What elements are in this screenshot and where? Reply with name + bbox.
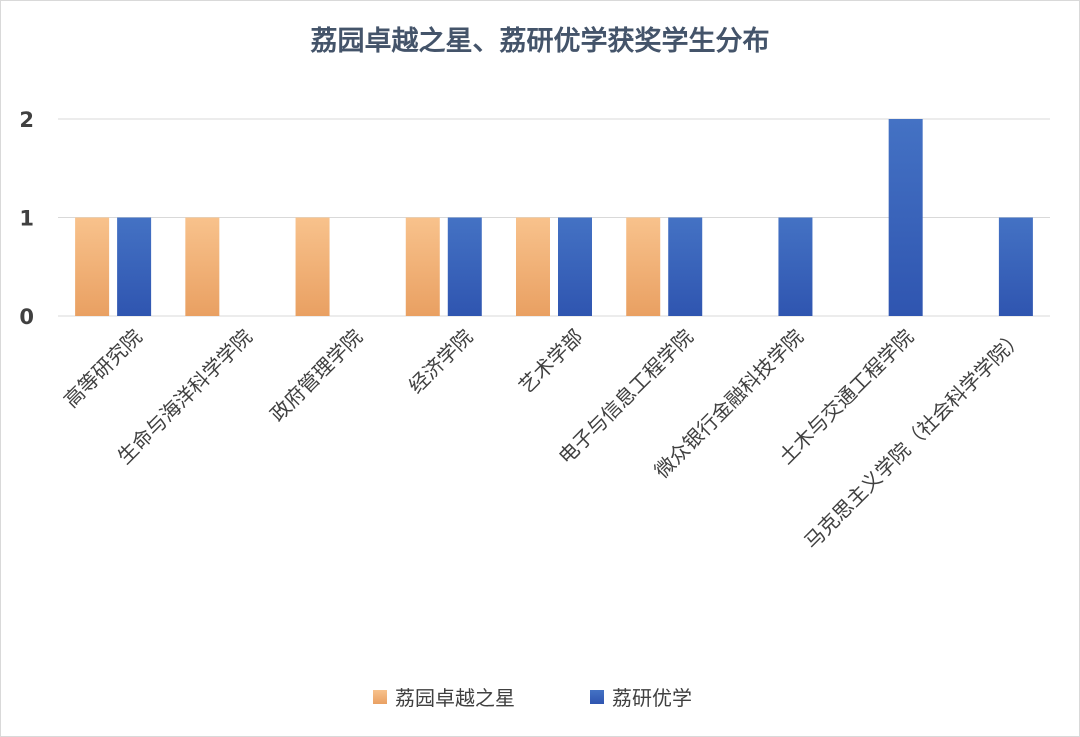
bar-excellence-6 [778,217,813,316]
bar-excellence-5 [668,217,703,316]
x-tick-label: 政府管理学院 [265,325,367,427]
y-axis-ticks: 0 1 2 [19,108,34,329]
x-tick-label: 高等研究院 [59,325,147,413]
bar-excellence-4 [558,217,592,316]
legend: 荔园卓越之星 荔研优学 [373,686,692,710]
x-tick-label: 马克思主义学院（社会科学学院） [799,325,1028,554]
x-tick-label: 艺术学部 [514,325,588,399]
y-tick-label: 0 [19,305,34,329]
bar-star-5 [626,217,661,316]
gridlines [58,118,1050,317]
legend-swatch [373,690,387,704]
legend-swatch [590,690,604,704]
legend-label: 荔园卓越之星 [395,686,515,710]
x-tick-label: 经济学院 [404,325,478,399]
chart-title: 荔园卓越之星、荔研优学获奖学生分布 [311,25,770,57]
bar-star-3 [405,217,440,316]
y-tick-label: 1 [19,207,34,231]
bar-excellence-3 [447,217,482,316]
y-tick-label: 2 [19,108,34,132]
bar-star-0 [75,217,110,316]
bar-star-4 [516,217,550,316]
bars [75,119,1033,316]
bar-excellence-0 [117,217,152,316]
bar-excellence-8 [998,217,1033,316]
legend-label: 荔研优学 [612,686,692,710]
bar-star-2 [295,217,330,316]
bar-star-1 [185,217,220,316]
bar-excellence-7 [888,119,923,316]
